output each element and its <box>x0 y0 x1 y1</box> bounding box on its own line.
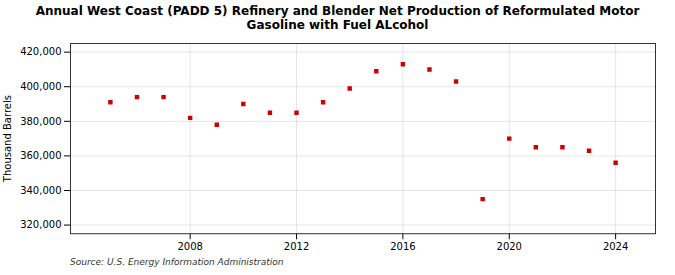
html-text:Source: U.S. Energy Informatio: Source: U.S. Energy Information Administ… <box>70 257 284 267</box>
svg-text:340,000: 340,000 <box>20 184 61 195</box>
svg-text:400,000: 400,000 <box>20 81 61 92</box>
svg-text:420,000: 420,000 <box>20 46 61 57</box>
svg-text:2008: 2008 <box>177 241 202 252</box>
svg-text:320,000: 320,000 <box>20 219 61 230</box>
svg-text:2012: 2012 <box>284 241 309 252</box>
svg-text:Thousand Barrels: Thousand Barrels <box>2 95 13 183</box>
svg-text:2016: 2016 <box>390 241 415 252</box>
svg-text:380,000: 380,000 <box>20 115 61 126</box>
svg-text:2024: 2024 <box>603 241 628 252</box>
html-text:Annual West Coast (PADD 5) Ref: Annual West Coast (PADD 5) Refinery and … <box>35 4 640 33</box>
svg-text:2020: 2020 <box>497 241 522 252</box>
svg-text:360,000: 360,000 <box>20 150 61 161</box>
